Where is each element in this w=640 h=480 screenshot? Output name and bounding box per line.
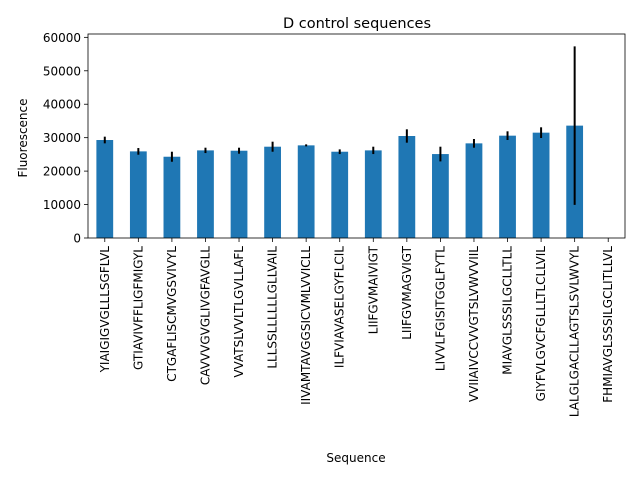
x-tick-label: LLLSSLLLLLLGLLVAIL: [266, 246, 280, 369]
bar: [96, 140, 114, 238]
y-tick-label: 30000: [43, 131, 81, 145]
y-tick-label: 40000: [43, 98, 81, 112]
x-tick-label: LIVVLFGISITGGLFYTL: [433, 246, 447, 371]
x-axis-label: Sequence: [326, 451, 385, 465]
bar: [129, 151, 147, 238]
x-tick-label: VVIIAIVCCVVGTSLVWVVIIL: [467, 246, 481, 402]
x-tick-label: YIAIGIGVGLLLSGFLVL: [98, 246, 112, 374]
y-tick-label: 0: [73, 232, 81, 246]
bar: [264, 146, 281, 238]
x-tick-label: VVATSLVVLTLGVLLAFL: [232, 246, 246, 378]
x-tick-label: LALGLGACLLAGTSLSVLWVYL: [568, 246, 582, 417]
x-tick-label: ILFVIAVASELGYFLCIL: [333, 246, 347, 368]
bar: [197, 150, 214, 238]
bar: [432, 154, 449, 238]
y-axis-label: Fluorescence: [16, 98, 30, 177]
x-tick-label: MIAVGLSSSILGCLLTLL: [501, 246, 515, 375]
error-bar-group: [103, 46, 576, 205]
bar: [499, 135, 516, 238]
bar: [163, 156, 181, 238]
y-tick-label: 50000: [43, 64, 81, 78]
y-tick-label: 10000: [43, 198, 81, 212]
x-tick-label: IIVAMTAVGGSICVMLVVICLL: [299, 246, 313, 405]
x-tick-label: CAVVVGVGLIVGFAVGLL: [198, 246, 212, 385]
x-tick-label: LIIFGVMAIVIGT: [366, 245, 380, 334]
bar: [297, 145, 315, 238]
bar: [364, 150, 382, 238]
x-tick-label: GIYFVLGVCFGLLLTLCLLVIL: [534, 246, 548, 402]
x-tick-label: LIIFGVMAGVIGT: [400, 245, 414, 339]
x-axis: YIAIGIGVGLLLSGFLVL GTIAVIVFFLIGFMIGYL CTGA…: [98, 238, 615, 417]
plot-frame: [87, 33, 626, 239]
y-tick-label: 20000: [43, 165, 81, 179]
bar: [465, 143, 483, 238]
y-tick-label: 60000: [43, 31, 81, 45]
bar: [230, 150, 248, 238]
bar: [532, 132, 550, 238]
x-tick-label: GTIAVIVFFLIGFMIGYL: [131, 246, 145, 370]
chart-title: D control sequences: [283, 16, 431, 32]
x-tick-label: CTGAFLISCMVGSVIVYL: [165, 246, 179, 382]
bar-group: [96, 125, 584, 238]
y-axis: 0 10000 20000 30000 40000 50000 60000: [43, 31, 88, 246]
bar: [398, 136, 416, 238]
bar: [331, 151, 349, 238]
x-tick-label: FHMIAVGLSSSILGCLITLLVL: [601, 246, 615, 403]
